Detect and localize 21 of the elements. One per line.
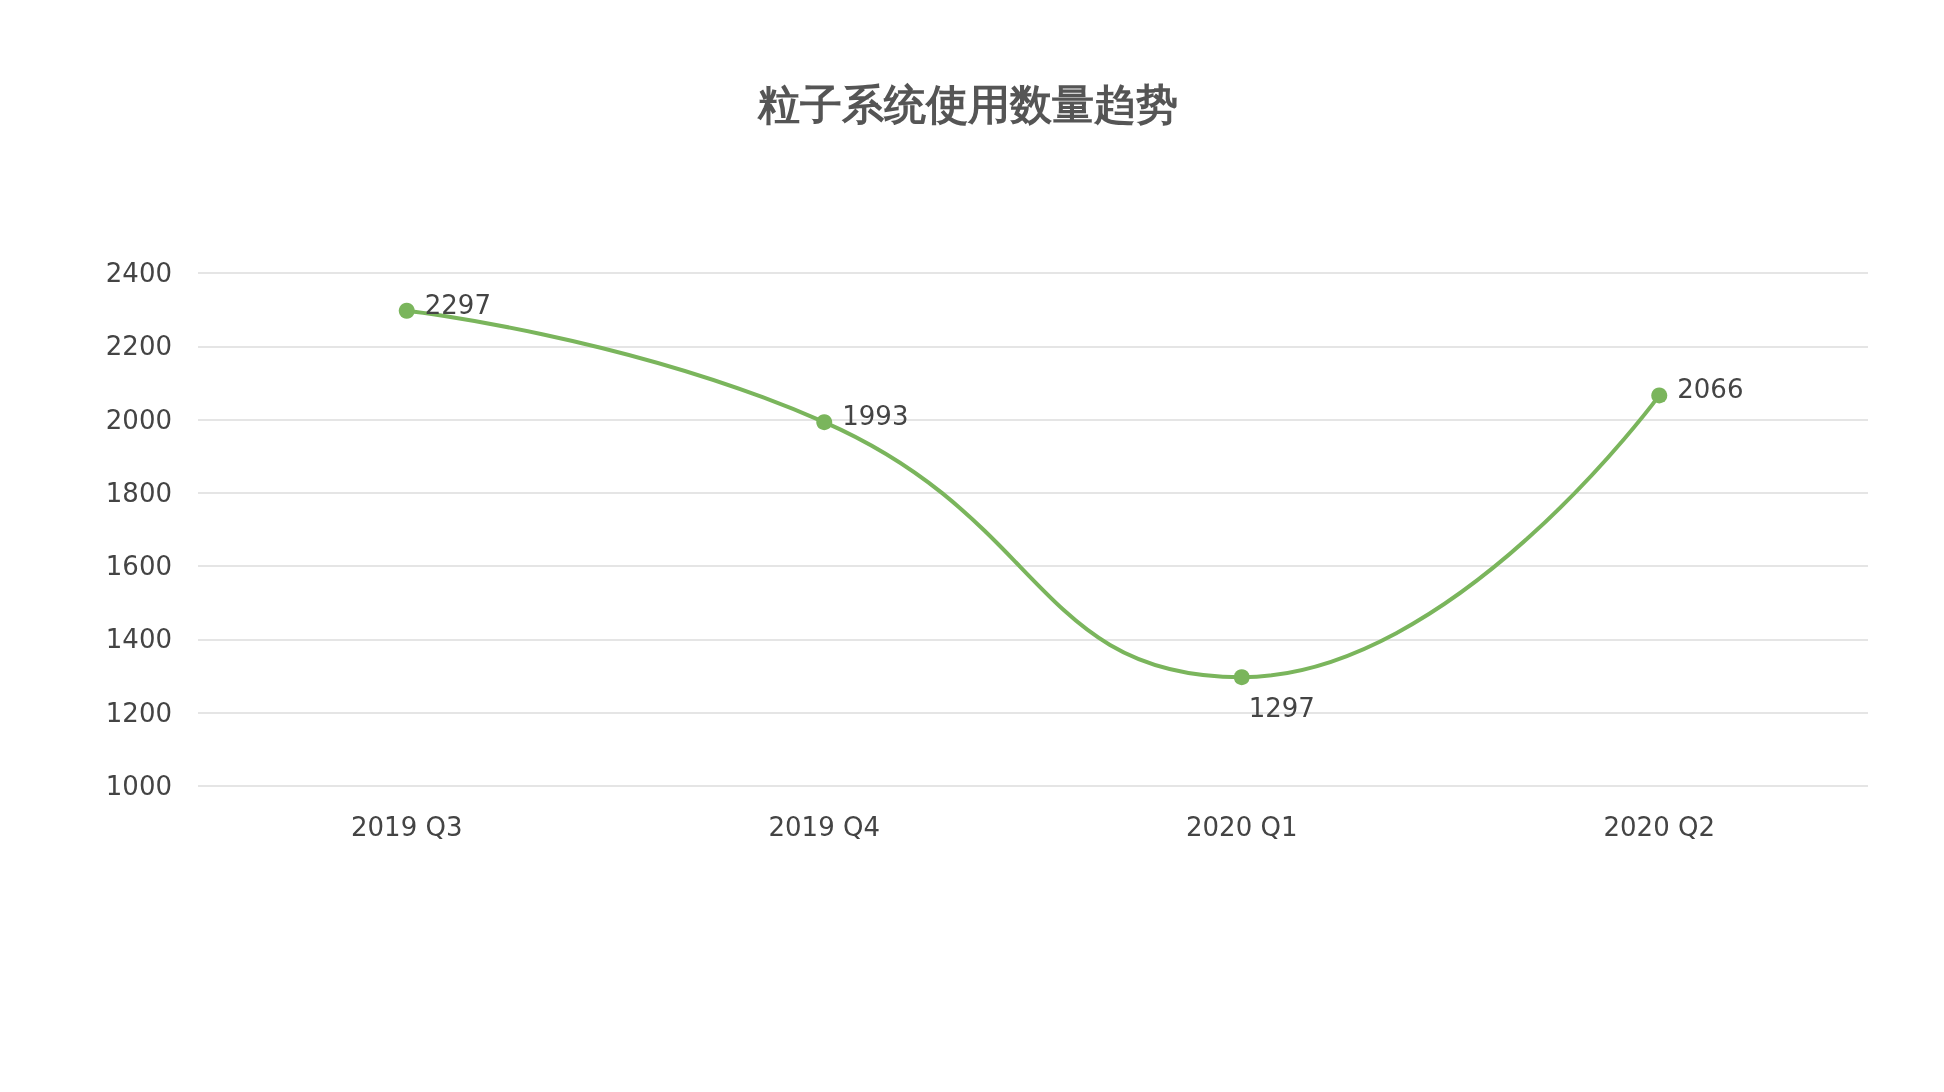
y-tick-label: 1200 bbox=[105, 697, 172, 728]
data-label: 2297 bbox=[424, 289, 491, 320]
y-tick-label: 2000 bbox=[105, 404, 172, 435]
y-tick-label: 1000 bbox=[105, 771, 172, 801]
y-tick-label: 2400 bbox=[105, 258, 172, 288]
chart-title: 粒子系统使用数量趋势 bbox=[757, 79, 1178, 129]
point bbox=[816, 414, 833, 431]
data-label: 1297 bbox=[1248, 693, 1315, 724]
x-tick-label: 2020 Q2 bbox=[1603, 812, 1715, 842]
x-tick-label: 2019 Q4 bbox=[768, 812, 880, 842]
y-tick-label: 2200 bbox=[105, 331, 172, 362]
point bbox=[1651, 387, 1668, 404]
data-label: 2066 bbox=[1677, 374, 1744, 405]
y-tick-label: 1600 bbox=[105, 551, 172, 582]
y-tick-label: 1400 bbox=[105, 624, 172, 655]
y-tick-label: 1800 bbox=[105, 477, 172, 508]
x-tick-label: 2020 Q1 bbox=[1186, 812, 1298, 842]
data-label: 1993 bbox=[842, 401, 909, 432]
point bbox=[1233, 669, 1250, 686]
point bbox=[398, 302, 415, 319]
x-tick-label: 2019 Q3 bbox=[351, 812, 463, 842]
